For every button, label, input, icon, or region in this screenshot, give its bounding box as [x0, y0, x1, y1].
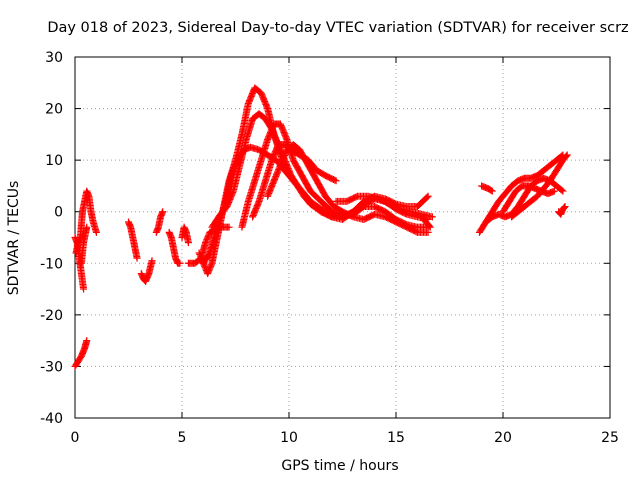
series-arc-18: [482, 174, 567, 226]
series-arc-15: [418, 213, 434, 231]
data-point: [203, 234, 211, 242]
data-point: [562, 152, 570, 160]
data-point: [204, 233, 212, 241]
data-point: [207, 262, 215, 270]
data-point: [550, 187, 558, 195]
data-point: [176, 259, 184, 267]
x-tick-label: 25: [601, 430, 619, 446]
y-tick-label: 20: [45, 102, 63, 118]
series-arc-11: [238, 120, 432, 231]
data-point: [563, 151, 571, 159]
series-arc-4: [152, 208, 167, 236]
y-tick-label: -10: [40, 256, 63, 272]
series-arc-3: [137, 257, 156, 285]
data-point: [561, 203, 569, 211]
series-arc-early-3: [77, 223, 91, 267]
data-point: [425, 222, 433, 230]
data-point: [559, 187, 567, 195]
data-point: [207, 261, 215, 269]
data-point: [225, 223, 233, 231]
series-arc-early-2: [72, 187, 100, 257]
y-tick-label: -30: [40, 359, 63, 375]
data-point: [423, 193, 431, 201]
y-axis-label: SDTVAR / TECUs: [6, 181, 22, 296]
data-point: [424, 192, 432, 200]
data-point: [133, 254, 141, 262]
x-tick-label: 20: [494, 430, 512, 446]
data-point: [426, 223, 434, 231]
x-tick-label: 15: [387, 430, 405, 446]
data-point: [206, 265, 214, 273]
data-marks: [71, 84, 571, 370]
data-point: [80, 285, 88, 293]
data-point: [204, 270, 212, 278]
data-point: [195, 249, 203, 257]
series-arc-6: [178, 223, 192, 247]
data-point: [428, 213, 436, 221]
series-arc-13: [264, 141, 432, 236]
data-point: [202, 239, 210, 247]
data-point: [204, 268, 212, 276]
data-point: [92, 228, 100, 236]
x-tick-label: 0: [71, 430, 80, 446]
data-point: [83, 337, 91, 345]
data-point: [331, 176, 339, 184]
data-point: [159, 208, 167, 216]
data-point: [184, 239, 192, 247]
x-tick-label: 5: [178, 430, 187, 446]
data-point: [205, 231, 213, 239]
data-point: [332, 177, 340, 185]
data-point: [560, 203, 568, 211]
axis-ticks: 0 5 10 15 20 25 -40 -30 -20 -10 0 10 20 30: [40, 50, 619, 446]
data-point: [196, 252, 204, 260]
chart-title: Day 018 of 2023, Sidereal Day-to-day VTE…: [47, 20, 628, 36]
data-point: [205, 267, 213, 275]
grid: [75, 57, 610, 418]
series-arc-2: [125, 218, 141, 262]
data-point: [196, 250, 204, 258]
series-arc-16: [478, 182, 496, 195]
data-point: [424, 228, 432, 236]
data-point: [206, 264, 214, 272]
y-tick-label: 0: [54, 205, 63, 221]
y-tick-label: -40: [40, 411, 63, 427]
data-point: [202, 237, 210, 245]
x-axis-label: GPS time / hours: [281, 458, 398, 474]
series-arc-7: [184, 223, 233, 267]
series-arc-20: [508, 151, 571, 221]
series-arc-5: [165, 228, 184, 267]
y-tick-label: -20: [40, 308, 63, 324]
plot-frame: [74, 56, 611, 419]
data-point: [148, 257, 156, 265]
plot-border: [74, 56, 611, 419]
data-point: [487, 186, 495, 194]
y-tick-label: 10: [45, 153, 63, 169]
data-point: [197, 253, 205, 261]
data-point: [488, 187, 496, 195]
data-point: [560, 204, 568, 212]
y-tick-label: 30: [45, 50, 63, 66]
x-tick-label: 10: [280, 430, 298, 446]
data-point: [203, 236, 211, 244]
data-point: [558, 186, 566, 194]
series-arc-14: [332, 192, 436, 221]
series-arc-early-low: [71, 337, 91, 370]
data-point: [83, 223, 91, 231]
series-arc-21: [555, 203, 569, 218]
